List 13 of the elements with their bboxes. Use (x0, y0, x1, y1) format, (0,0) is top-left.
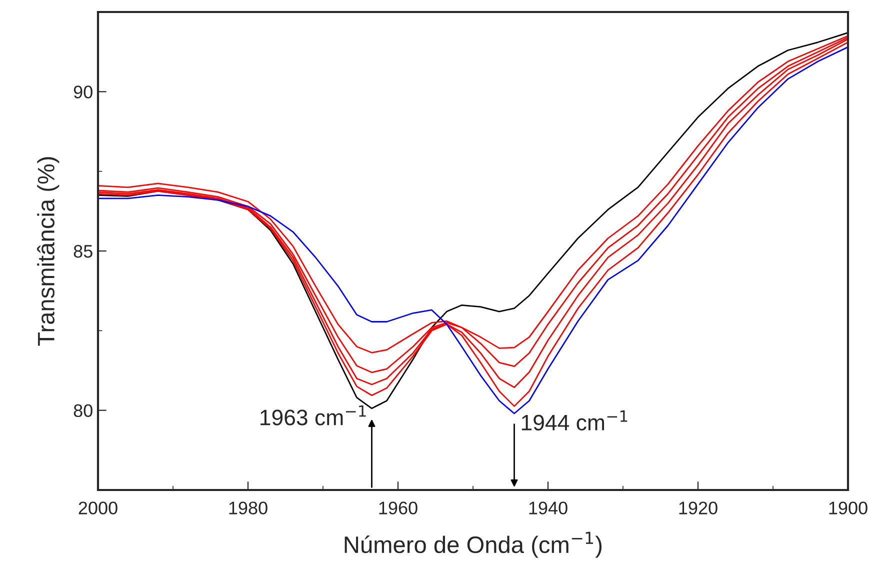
x-tick-label: 1960 (379, 502, 418, 514)
y-tick-label: 85 (74, 244, 92, 258)
x-tick-label: 2000 (78, 502, 118, 514)
annotation: 1963 cm$^{−1}$ (260, 405, 366, 426)
annotation: 1944 cm$^{−1}$ (522, 410, 628, 430)
x-tick-label: 1920 (679, 502, 718, 514)
y-axis-title: Transmitância (%) (37, 157, 60, 346)
x-tick-label: 1980 (229, 502, 268, 514)
y-tick-label: 90 (74, 86, 92, 98)
x-tick-label: 1940 (529, 502, 568, 514)
x-axis-title: Número de Onda (cm$^{−1}$) (344, 532, 602, 558)
x-tick-label: 1900 (829, 502, 868, 514)
y-tick-label: 80 (74, 404, 92, 418)
